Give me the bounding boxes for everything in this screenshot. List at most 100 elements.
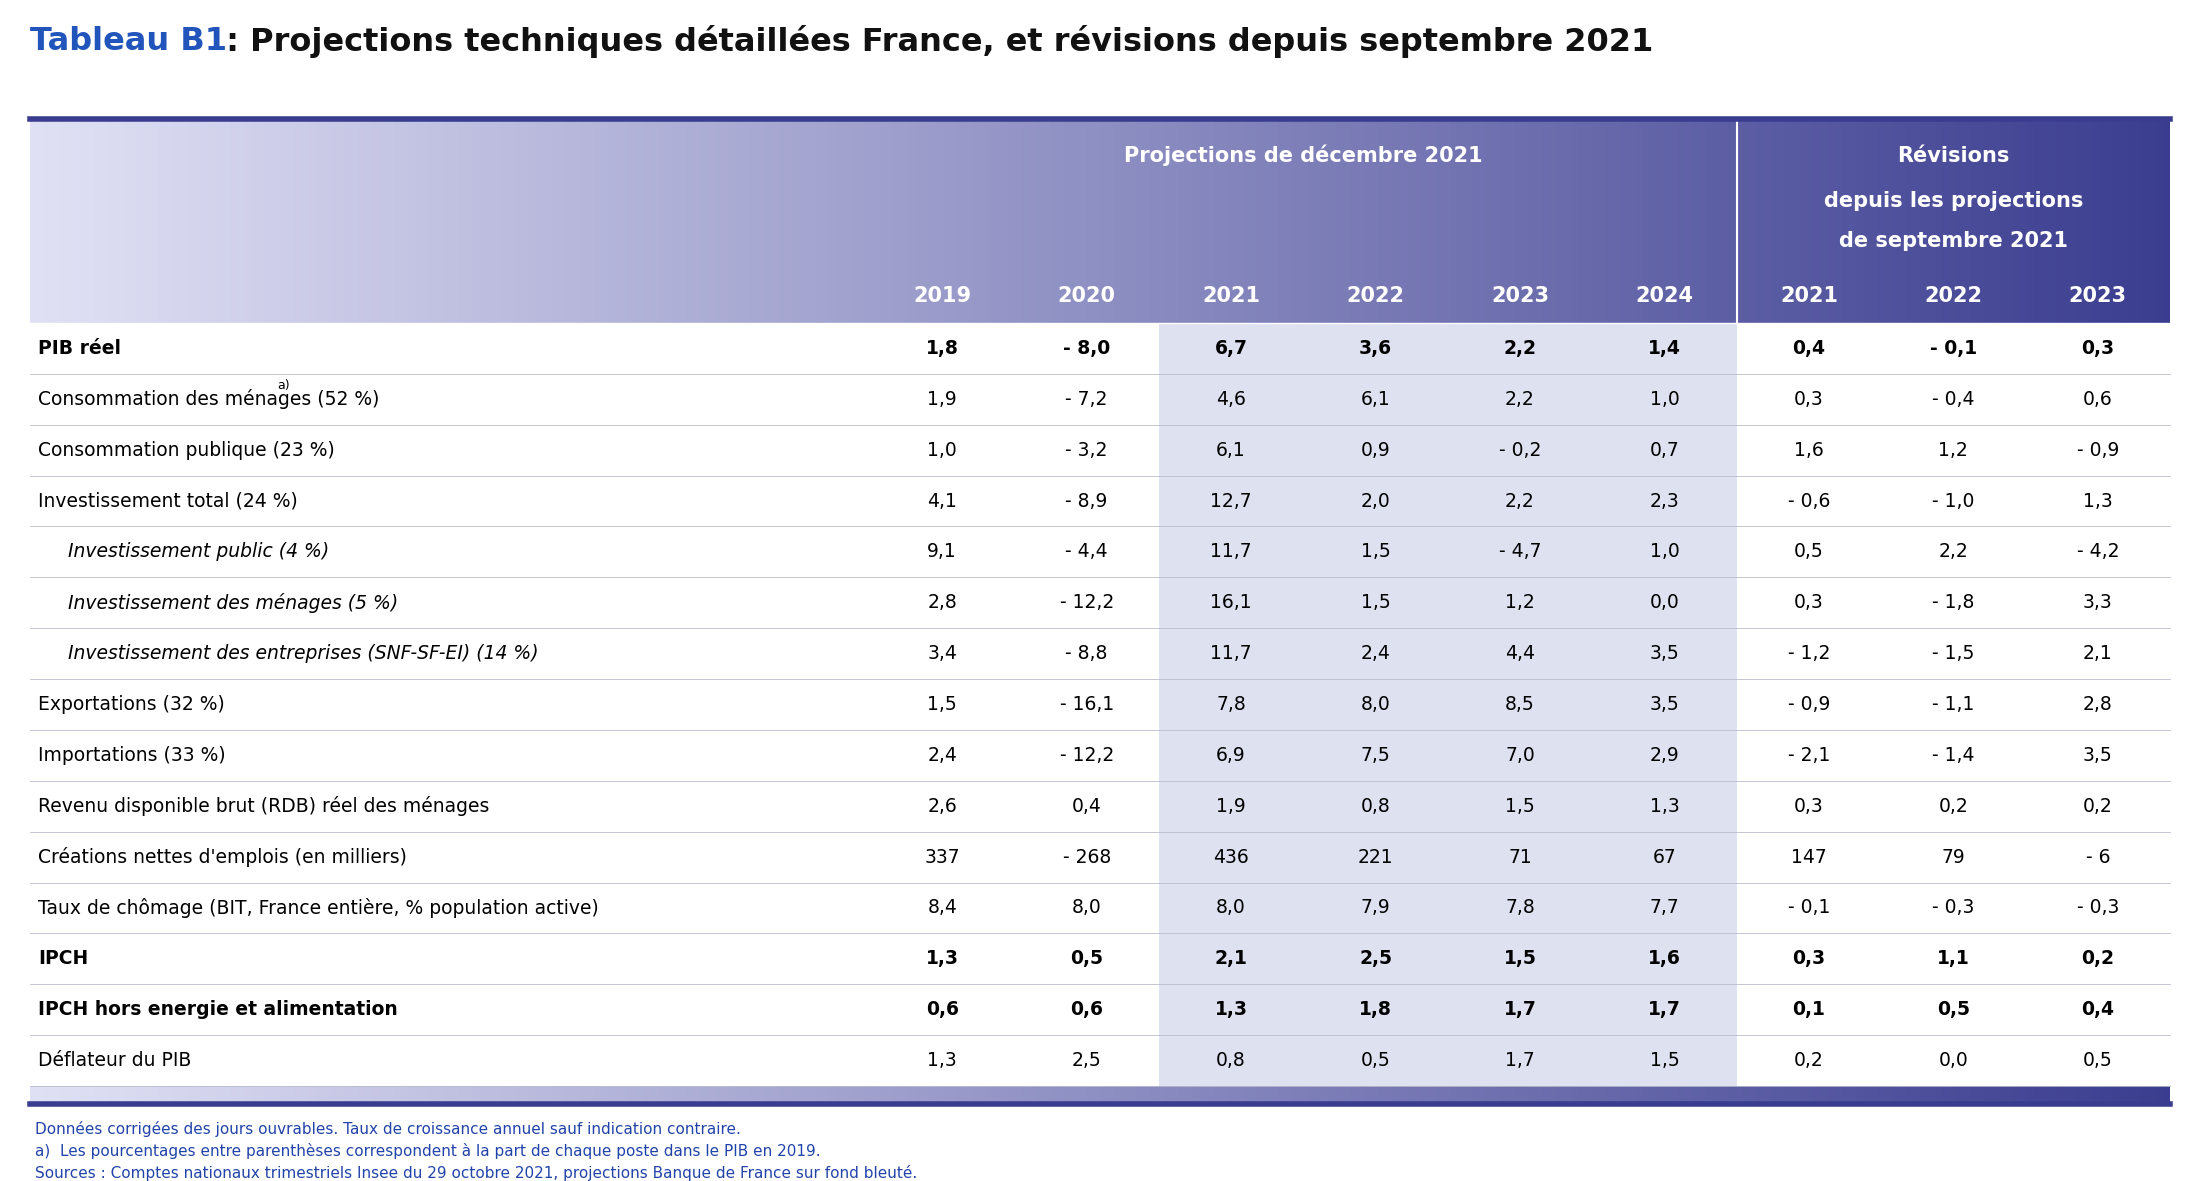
Text: 0,3: 0,3 xyxy=(1793,593,1824,612)
Bar xyxy=(2070,119,2077,322)
Bar xyxy=(1313,1087,1322,1104)
Bar xyxy=(814,119,823,322)
Bar xyxy=(1714,119,1720,322)
Bar xyxy=(1008,119,1014,322)
Text: 7,9: 7,9 xyxy=(1360,899,1390,918)
Bar xyxy=(343,1087,352,1104)
Bar xyxy=(480,1087,486,1104)
Bar xyxy=(145,119,152,322)
Bar xyxy=(1186,1087,1192,1104)
Bar xyxy=(550,119,559,322)
Bar xyxy=(73,1087,79,1104)
Text: - 8,0: - 8,0 xyxy=(1063,339,1111,358)
Bar xyxy=(1914,119,1921,322)
Bar xyxy=(708,1087,715,1104)
Text: Révisions: Révisions xyxy=(1896,145,2009,165)
Bar xyxy=(1058,1087,1065,1104)
Bar xyxy=(1606,119,1613,322)
Bar xyxy=(2077,1087,2083,1104)
Bar xyxy=(1342,1087,1349,1104)
Bar xyxy=(636,1087,642,1104)
Bar xyxy=(587,119,594,322)
Text: 2021: 2021 xyxy=(1780,287,1837,307)
Bar xyxy=(387,1087,394,1104)
Bar xyxy=(515,119,521,322)
Bar xyxy=(1905,1087,1914,1104)
Bar xyxy=(1307,1087,1313,1104)
Bar xyxy=(2163,119,2169,322)
Bar xyxy=(381,119,387,322)
Bar xyxy=(737,1087,744,1104)
Bar xyxy=(1507,1087,1514,1104)
Bar xyxy=(550,1087,559,1104)
Text: - 12,2: - 12,2 xyxy=(1060,593,1113,612)
Text: 0,5: 0,5 xyxy=(2083,1051,2112,1070)
Bar xyxy=(458,119,464,322)
Bar xyxy=(1641,119,1650,322)
Bar xyxy=(1065,119,1071,322)
Bar xyxy=(1049,119,1058,322)
Text: Projections de décembre 2021: Projections de décembre 2021 xyxy=(1124,145,1483,167)
Bar xyxy=(1021,1087,1030,1104)
Bar xyxy=(1450,119,1456,322)
Text: IPCH: IPCH xyxy=(37,950,88,968)
Text: 8,0: 8,0 xyxy=(1360,694,1390,715)
Bar xyxy=(1463,119,1472,322)
Text: - 1,4: - 1,4 xyxy=(1932,746,1976,765)
Bar xyxy=(772,1087,779,1104)
Bar xyxy=(66,1087,73,1104)
Bar xyxy=(480,119,486,322)
Text: 1,7: 1,7 xyxy=(1648,1000,1681,1019)
Bar xyxy=(858,1087,865,1104)
Bar xyxy=(587,1087,594,1104)
Bar xyxy=(37,119,44,322)
Text: 1,6: 1,6 xyxy=(1793,441,1824,459)
Bar xyxy=(992,119,1001,322)
Bar xyxy=(2112,1087,2121,1104)
Bar xyxy=(1927,119,1934,322)
Bar xyxy=(1806,119,1813,322)
Text: 0,4: 0,4 xyxy=(1793,339,1826,358)
Bar xyxy=(31,119,37,322)
Bar xyxy=(722,1087,728,1104)
Text: 2,5: 2,5 xyxy=(1360,950,1393,968)
Bar xyxy=(807,1087,814,1104)
Bar xyxy=(1357,1087,1364,1104)
Bar xyxy=(266,119,273,322)
Text: 2020: 2020 xyxy=(1058,287,1115,307)
Text: 6,1: 6,1 xyxy=(1217,441,1245,459)
Bar xyxy=(1492,1087,1500,1104)
Bar xyxy=(279,119,286,322)
Bar xyxy=(935,119,944,322)
Text: - 0,6: - 0,6 xyxy=(1789,491,1830,510)
Bar xyxy=(1393,1087,1399,1104)
Text: 0,6: 0,6 xyxy=(1069,1000,1102,1019)
Bar xyxy=(158,1087,165,1104)
Bar xyxy=(1030,119,1036,322)
Bar xyxy=(2121,119,2127,322)
Bar xyxy=(2149,1087,2156,1104)
Bar xyxy=(1179,1087,1186,1104)
Text: - 1,8: - 1,8 xyxy=(1932,593,1976,612)
Text: - 1,5: - 1,5 xyxy=(1932,644,1976,664)
Text: 1,8: 1,8 xyxy=(1360,1000,1393,1019)
Bar xyxy=(658,1087,664,1104)
Bar xyxy=(1377,119,1386,322)
Bar xyxy=(686,1087,693,1104)
Bar xyxy=(629,1087,636,1104)
Bar xyxy=(1707,1087,1714,1104)
Bar xyxy=(757,1087,766,1104)
Text: 1,5: 1,5 xyxy=(1503,950,1536,968)
Bar xyxy=(44,1087,51,1104)
Bar xyxy=(216,119,222,322)
Bar xyxy=(1857,1087,1863,1104)
Bar xyxy=(1322,119,1329,322)
Text: 0,2: 0,2 xyxy=(1938,797,1969,816)
Bar xyxy=(1151,119,1157,322)
Bar xyxy=(1828,119,1835,322)
Bar xyxy=(451,119,458,322)
Bar xyxy=(2000,119,2006,322)
Bar xyxy=(1456,1087,1463,1104)
Bar xyxy=(473,119,480,322)
Bar xyxy=(1313,119,1322,322)
